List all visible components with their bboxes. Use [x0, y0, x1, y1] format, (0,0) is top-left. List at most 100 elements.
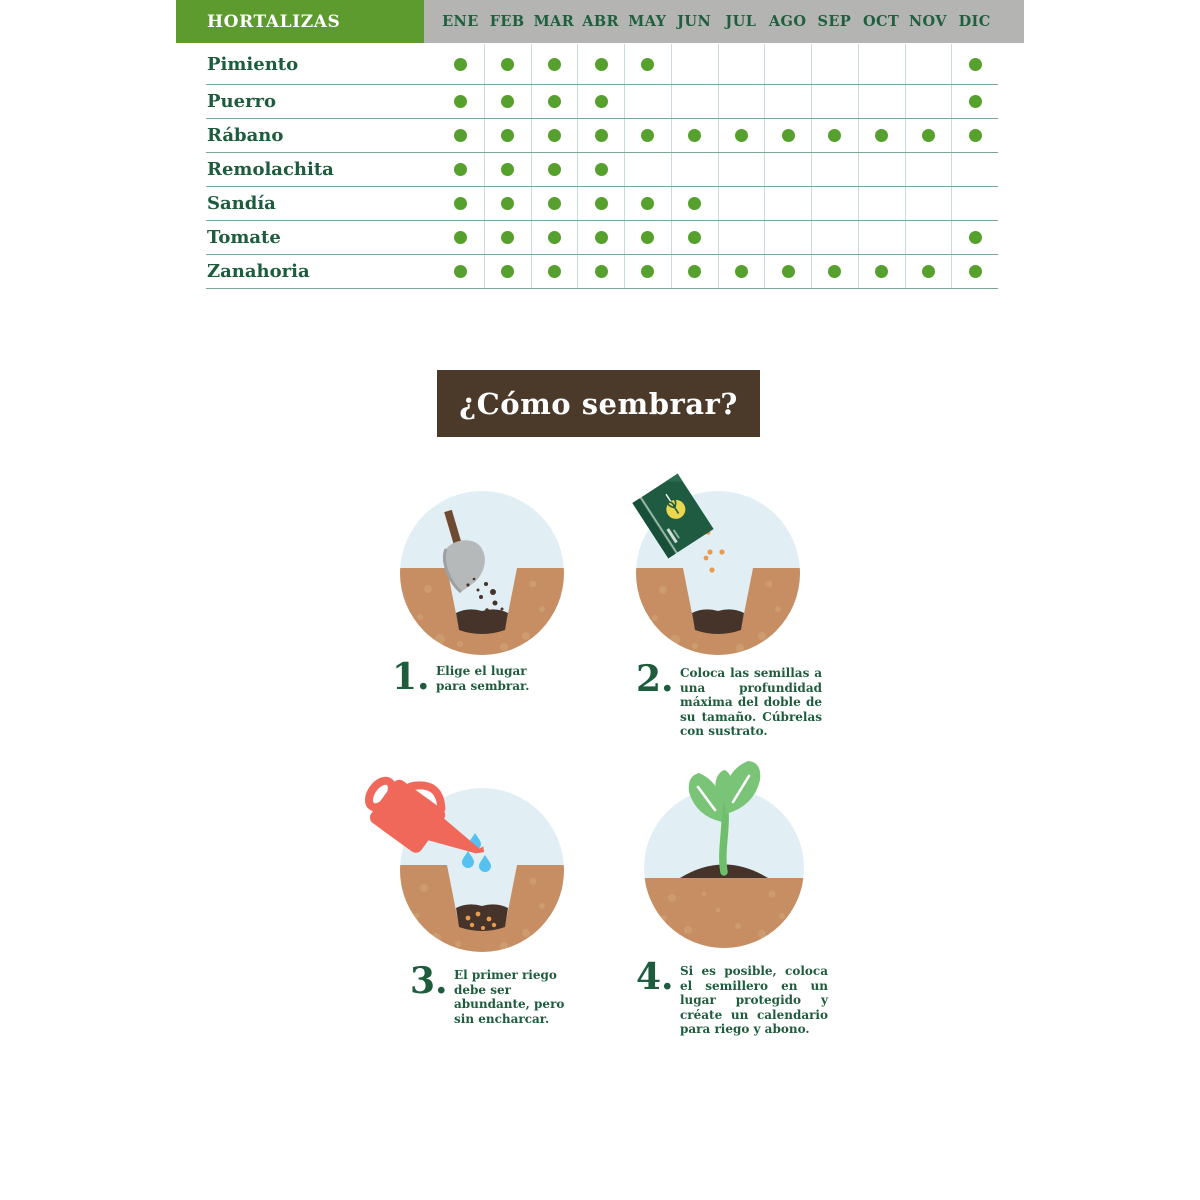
vegetable-label: Tomate: [207, 227, 281, 248]
month-cell: [811, 44, 858, 84]
month-cell: [437, 153, 484, 186]
step-1-number: 1.: [392, 656, 430, 698]
sowing-dot-icon: [688, 265, 702, 278]
sowing-dot-icon: [781, 265, 795, 278]
month-cell: [857, 221, 905, 254]
sowing-dot-icon: [921, 129, 935, 142]
month-cell: [577, 85, 624, 118]
sowing-dot-icon: [547, 95, 561, 108]
month-cell: [764, 119, 811, 152]
sowing-dot-icon: [968, 57, 982, 71]
month-cell: [530, 255, 578, 288]
table-row: Pimiento: [206, 44, 998, 85]
month-cell: [764, 44, 811, 84]
step-2-number: 2.: [636, 658, 674, 700]
sowing-dot-icon: [453, 265, 467, 278]
step-3-caption: 3. El primer riego debe ser abundante, p…: [410, 960, 582, 1026]
month-cell: [670, 153, 718, 186]
month-cell: [811, 187, 858, 220]
month-cell: [577, 221, 624, 254]
sowing-dot-icon: [501, 129, 515, 142]
sowing-dot-icon: [921, 265, 935, 278]
month-cell: [670, 255, 718, 288]
month-cell: [857, 187, 905, 220]
month-cell: [670, 119, 718, 152]
month-cell: [764, 187, 811, 220]
month-cell: [624, 221, 671, 254]
sowing-dot-icon: [547, 231, 561, 244]
month-cell: [577, 44, 624, 84]
sowing-dot-icon: [968, 95, 982, 108]
sowing-dot-icon: [968, 129, 982, 142]
sowing-dot-icon: [641, 197, 655, 210]
month-cell: [717, 44, 765, 84]
month-cell: [764, 221, 811, 254]
sowing-dot-icon: [501, 57, 515, 71]
month-cell: [577, 255, 624, 288]
sowing-dot-icon: [594, 57, 608, 71]
month-cell: [951, 153, 998, 186]
month-cell: [811, 221, 858, 254]
month-header-mar: MAR: [533, 13, 575, 30]
table-row: Sandía: [206, 187, 998, 221]
month-cell: [670, 187, 718, 220]
sowing-dot-icon: [547, 265, 561, 278]
month-header-feb: FEB: [489, 13, 525, 30]
month-cell: [530, 153, 578, 186]
step-4-caption: 4. Si es posible, coloca el semillero en…: [636, 959, 828, 1037]
month-header-oct: OCT: [863, 13, 900, 30]
step-3-number: 3.: [410, 960, 448, 1002]
month-cell: [483, 44, 531, 84]
month-cell: [857, 44, 905, 84]
step-3-text: El primer riego debe ser abundante, pero…: [454, 968, 565, 1026]
seed-packet-icon: [632, 473, 800, 655]
sowing-dot-icon: [688, 231, 702, 244]
sowing-dot-icon: [641, 129, 655, 142]
month-header-ago: AGO: [768, 13, 807, 30]
month-cell: [857, 85, 905, 118]
sowing-dot-icon: [688, 129, 702, 142]
month-cell: [437, 187, 484, 220]
table-row: Puerro: [206, 85, 998, 119]
month-cell: [530, 187, 578, 220]
table-row: Zanahoria: [206, 255, 998, 289]
month-cell: [483, 119, 531, 152]
month-header-jun: JUN: [677, 13, 712, 30]
sowing-dot-icon: [501, 197, 515, 210]
sowing-dot-icon: [453, 129, 467, 142]
month-cell: [951, 221, 998, 254]
month-cell: [904, 153, 952, 186]
sowing-dot-icon: [453, 197, 467, 210]
vegetable-label: Puerro: [207, 91, 277, 112]
sowing-dot-icon: [641, 57, 655, 71]
month-header-sep: SEP: [817, 13, 852, 30]
table-title: HORTALIZAS: [176, 0, 424, 43]
months-bar: ENE FEB MAR ABR MAY JUN JUL AGO SEP OCT NOV DIC: [424, 0, 1024, 43]
month-cell: [624, 153, 671, 186]
month-cell: [437, 255, 484, 288]
month-header-abr: ABR: [582, 13, 619, 30]
sowing-dot-icon: [875, 129, 889, 142]
month-cell: [717, 85, 765, 118]
sowing-dot-icon: [453, 57, 467, 71]
sowing-dot-icon: [734, 265, 748, 278]
month-cell: [530, 221, 578, 254]
sowing-dot-icon: [594, 95, 608, 108]
step-4-text: Si es posible, coloca el semillero en un…: [680, 964, 828, 1036]
vegetable-label: Sandía: [207, 193, 276, 214]
calendar-rows: Pimiento Puerro Rábano Remolachita Sandía Tom…: [206, 44, 998, 289]
month-cell: [483, 255, 531, 288]
month-cell: [904, 119, 952, 152]
month-cell: [483, 153, 531, 186]
table-row: Remolachita: [206, 153, 998, 187]
month-cell: [624, 44, 671, 84]
sowing-dot-icon: [547, 129, 561, 142]
step-2-text: Coloca las semillas a una profundidad má…: [680, 666, 822, 738]
seedling-icon: [644, 761, 804, 948]
month-cell: [904, 44, 952, 84]
month-cell: [764, 153, 811, 186]
month-cell: [904, 85, 952, 118]
month-cell: [951, 255, 998, 288]
sowing-dot-icon: [501, 231, 515, 244]
